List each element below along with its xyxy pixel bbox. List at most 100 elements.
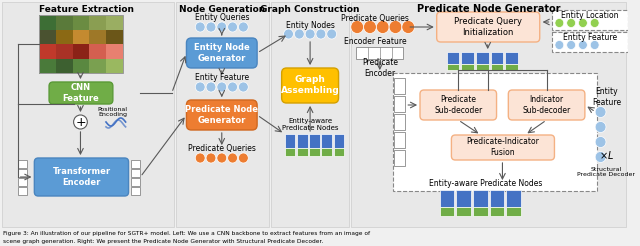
Bar <box>440 207 454 216</box>
Text: Transformer
Encoder: Transformer Encoder <box>52 167 111 187</box>
Bar <box>56 30 73 45</box>
Bar <box>72 44 90 59</box>
Bar <box>39 15 123 73</box>
Bar <box>394 132 405 148</box>
Bar <box>56 59 73 74</box>
Circle shape <box>316 29 326 39</box>
Bar <box>18 169 28 177</box>
Bar <box>90 59 106 74</box>
Circle shape <box>555 18 564 28</box>
Text: Entity-aware Predicate Nodes: Entity-aware Predicate Nodes <box>429 179 543 187</box>
Bar <box>461 64 474 70</box>
Circle shape <box>595 137 606 148</box>
Circle shape <box>566 18 575 28</box>
Text: Predicate Queries: Predicate Queries <box>188 143 256 153</box>
Text: Entity Feature: Entity Feature <box>195 74 249 82</box>
Bar <box>506 52 518 64</box>
FancyBboxPatch shape <box>35 158 129 196</box>
Text: Indicator
Sub-decoder: Indicator Sub-decoder <box>522 95 571 115</box>
Bar <box>72 59 90 74</box>
FancyBboxPatch shape <box>508 90 585 120</box>
Bar <box>39 30 56 45</box>
FancyBboxPatch shape <box>49 82 113 104</box>
Bar <box>2 2 173 227</box>
Circle shape <box>595 122 606 133</box>
Bar <box>506 190 521 207</box>
Bar <box>321 148 332 156</box>
Text: Figure 3: An illustration of our pipeline for SGTR+ model. Left: We use a CNN ba: Figure 3: An illustration of our pipelin… <box>3 231 370 236</box>
FancyBboxPatch shape <box>451 135 554 160</box>
Circle shape <box>595 107 606 118</box>
Circle shape <box>239 82 248 92</box>
Text: Feature Extraction: Feature Extraction <box>39 4 134 14</box>
Text: Predicate Node
Generator: Predicate Node Generator <box>186 105 259 125</box>
Text: Predicate Queries: Predicate Queries <box>341 14 409 22</box>
Circle shape <box>402 20 415 33</box>
Text: Predicate-Indicator
Fusion: Predicate-Indicator Fusion <box>466 137 539 157</box>
Bar <box>506 207 521 216</box>
Bar <box>56 44 73 59</box>
Bar <box>175 2 269 227</box>
Circle shape <box>327 29 337 39</box>
Bar <box>106 30 123 45</box>
Bar <box>461 52 474 64</box>
Bar <box>90 30 106 45</box>
Circle shape <box>305 29 315 39</box>
Bar <box>285 148 296 156</box>
Bar <box>131 178 140 186</box>
Text: Graph
Assembling: Graph Assembling <box>281 75 339 95</box>
Bar <box>106 59 123 74</box>
Text: Graph Construction: Graph Construction <box>260 4 360 14</box>
Circle shape <box>228 22 237 32</box>
Circle shape <box>228 82 237 92</box>
Bar <box>333 134 344 148</box>
Circle shape <box>294 29 304 39</box>
Circle shape <box>217 22 227 32</box>
Bar <box>394 78 405 94</box>
Bar <box>447 64 460 70</box>
FancyBboxPatch shape <box>420 90 497 120</box>
Bar <box>90 15 106 30</box>
Circle shape <box>228 153 237 163</box>
Text: Structural
Predicate Decoder: Structural Predicate Decoder <box>577 167 636 177</box>
Text: Entity Nodes: Entity Nodes <box>285 20 335 30</box>
Bar <box>72 30 90 45</box>
Bar <box>106 44 123 59</box>
Bar <box>473 190 488 207</box>
Text: Entity Location: Entity Location <box>561 12 618 20</box>
Circle shape <box>376 20 389 33</box>
Bar <box>552 32 628 52</box>
Circle shape <box>195 22 205 32</box>
Bar <box>56 15 73 30</box>
Bar <box>39 59 56 74</box>
Bar <box>506 64 518 70</box>
Circle shape <box>364 20 376 33</box>
FancyBboxPatch shape <box>186 38 257 68</box>
Bar <box>490 190 504 207</box>
Bar <box>285 134 296 148</box>
Bar <box>321 134 332 148</box>
Bar <box>39 15 56 30</box>
Bar <box>131 160 140 168</box>
Bar <box>440 190 454 207</box>
Text: CNN
Feature: CNN Feature <box>62 83 99 103</box>
Bar <box>271 2 349 227</box>
Circle shape <box>217 153 227 163</box>
Text: Entity Queries: Entity Queries <box>195 14 249 22</box>
FancyBboxPatch shape <box>282 68 339 103</box>
Circle shape <box>555 41 564 49</box>
Text: Predicate Node Generator: Predicate Node Generator <box>417 4 561 14</box>
Text: Positional
Encoding: Positional Encoding <box>98 107 128 117</box>
Text: Predicate
Sub-decoder: Predicate Sub-decoder <box>434 95 483 115</box>
Bar <box>490 207 504 216</box>
Bar <box>476 64 489 70</box>
Circle shape <box>284 29 293 39</box>
Bar <box>297 134 308 148</box>
Circle shape <box>590 18 599 28</box>
Bar <box>90 44 106 59</box>
Text: Node Generation: Node Generation <box>179 4 265 14</box>
Circle shape <box>579 18 588 28</box>
Text: Entity Feature: Entity Feature <box>563 33 617 43</box>
Text: Entity-aware
Predicate Nodes: Entity-aware Predicate Nodes <box>282 119 339 132</box>
FancyBboxPatch shape <box>436 12 540 42</box>
